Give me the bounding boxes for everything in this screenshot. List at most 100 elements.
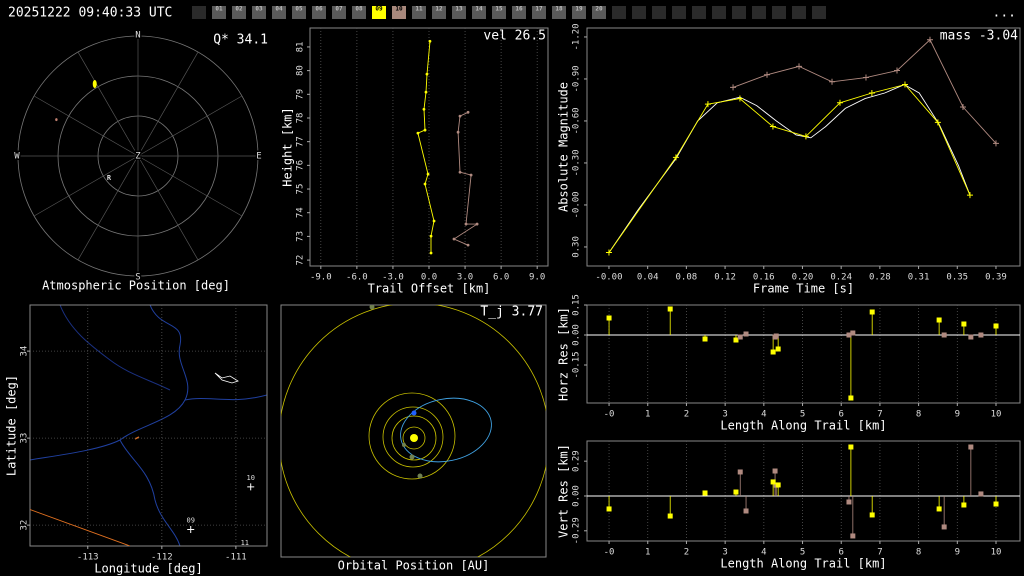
marker bbox=[429, 251, 433, 255]
marker bbox=[672, 154, 679, 161]
river bbox=[59, 305, 171, 391]
marker bbox=[743, 331, 749, 337]
camera-slot bbox=[712, 6, 726, 19]
camera-tab[interactable] bbox=[232, 6, 246, 19]
camera-label: 03 bbox=[255, 6, 263, 13]
x-tick-label: -0 bbox=[604, 548, 615, 558]
camera-tab[interactable] bbox=[392, 6, 406, 19]
camera-tab[interactable] bbox=[592, 6, 606, 19]
camera-label: 16 bbox=[515, 6, 523, 13]
marker bbox=[469, 173, 473, 177]
camera-tab[interactable] bbox=[312, 6, 326, 19]
y-tick-label: 75 bbox=[296, 184, 306, 195]
camera-tab[interactable] bbox=[292, 6, 306, 19]
camera-tab[interactable] bbox=[452, 6, 466, 19]
x-tick-label: -3.0 bbox=[382, 273, 404, 283]
camera-tab[interactable] bbox=[412, 6, 426, 19]
marker bbox=[959, 103, 966, 110]
x-tick-label: 0.08 bbox=[676, 273, 698, 283]
camera-label: 04 bbox=[275, 6, 283, 13]
y-tick-label: 72 bbox=[296, 255, 306, 266]
timestamp: 20251222 09:40:33 UTC bbox=[8, 6, 172, 21]
marker bbox=[667, 513, 673, 519]
plot-layer bbox=[30, 483, 255, 546]
planet bbox=[402, 443, 406, 447]
marker bbox=[978, 491, 984, 497]
camera-tab[interactable] bbox=[332, 6, 346, 19]
camera-slot bbox=[772, 6, 786, 19]
river bbox=[119, 439, 181, 546]
camera-label: 14 bbox=[475, 6, 483, 13]
x-tick-label: 0.04 bbox=[637, 273, 659, 283]
marker bbox=[704, 101, 711, 108]
y-tick-label: -0.15 bbox=[572, 351, 582, 378]
marker bbox=[769, 123, 776, 130]
marker bbox=[770, 349, 776, 355]
marker bbox=[733, 337, 739, 343]
camera-label: 01 bbox=[215, 6, 223, 13]
marker bbox=[730, 84, 737, 91]
camera-tab[interactable] bbox=[472, 6, 486, 19]
camera-tab[interactable] bbox=[532, 6, 546, 19]
camera-label: 15 bbox=[495, 6, 503, 13]
x-axis-label: Orbital Position [AU] bbox=[338, 559, 490, 573]
x-tick-label: -113 bbox=[77, 553, 99, 563]
camera-tab[interactable] bbox=[512, 6, 526, 19]
marker bbox=[894, 67, 901, 74]
y-tick-label: -1.20 bbox=[572, 23, 582, 50]
marker bbox=[968, 444, 974, 450]
menu-button[interactable]: ... bbox=[993, 6, 1016, 21]
marker bbox=[802, 133, 809, 140]
x-tick-label: 10 bbox=[991, 548, 1002, 558]
marker bbox=[850, 533, 856, 539]
marker bbox=[961, 502, 967, 508]
y-tick-label: 80 bbox=[296, 65, 306, 76]
marker bbox=[869, 512, 875, 518]
polar-spoke bbox=[137, 51, 199, 157]
camera-tab[interactable] bbox=[372, 6, 386, 19]
station-label: 11 bbox=[241, 539, 249, 547]
y-tick-label: 81 bbox=[296, 42, 306, 53]
series-line bbox=[608, 84, 971, 253]
camera-tab[interactable] bbox=[432, 6, 446, 19]
y-axis-label: Height [km] bbox=[281, 107, 295, 186]
camera-tab[interactable] bbox=[252, 6, 266, 19]
x-tick-label: 0.0 bbox=[421, 273, 437, 283]
camera-tab[interactable] bbox=[352, 6, 366, 19]
y-tick-label: -0.90 bbox=[572, 65, 582, 92]
marker bbox=[901, 81, 908, 88]
marker bbox=[941, 524, 947, 530]
compass-label: E bbox=[256, 152, 261, 162]
marker bbox=[868, 89, 875, 96]
x-tick-label: 3.0 bbox=[457, 273, 473, 283]
y-axis-label: Vert Res [km] bbox=[557, 444, 571, 538]
camera-slot bbox=[652, 6, 666, 19]
plot-layer bbox=[416, 39, 479, 255]
radiant-label: R bbox=[107, 174, 112, 182]
marker bbox=[869, 309, 875, 315]
sun bbox=[410, 434, 418, 442]
marker bbox=[862, 74, 869, 81]
y-tick-label: 74 bbox=[296, 207, 306, 218]
y-tick-label: 33 bbox=[20, 433, 30, 444]
x-tick-label: 1 bbox=[645, 548, 650, 558]
y-axis-label: Absolute Magnitude bbox=[557, 82, 571, 212]
station-marker bbox=[187, 525, 195, 533]
camera-tab[interactable] bbox=[492, 6, 506, 19]
marker bbox=[606, 315, 612, 321]
station-label: 10 bbox=[246, 474, 254, 482]
y-tick-label: 32 bbox=[20, 520, 30, 531]
camera-tab[interactable] bbox=[552, 6, 566, 19]
y-axis-label: Latitude [deg] bbox=[5, 375, 19, 476]
camera-label: 17 bbox=[535, 6, 543, 13]
marker bbox=[966, 192, 973, 199]
planet bbox=[369, 305, 375, 310]
x-tick-label: 0.31 bbox=[908, 273, 930, 283]
x-axis-label: Length Along Trail [km] bbox=[720, 419, 886, 433]
camera-tab[interactable] bbox=[212, 6, 226, 19]
compass-label: W bbox=[14, 152, 20, 162]
camera-tab[interactable] bbox=[272, 6, 286, 19]
camera-tab[interactable] bbox=[572, 6, 586, 19]
x-tick-label: 4 bbox=[761, 410, 766, 420]
